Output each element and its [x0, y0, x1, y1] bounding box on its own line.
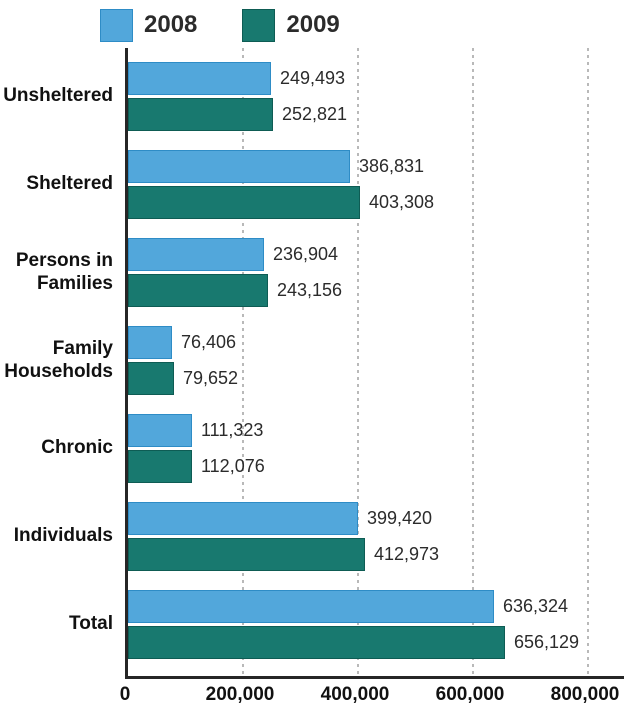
chart-legend: 2008 2009	[100, 7, 340, 43]
value-label-2009-family-households: 79,652	[183, 368, 239, 388]
category-label-persons-in-families: Persons in Families	[15, 250, 113, 294]
x-tick-400000: 400,000	[320, 684, 390, 705]
value-label-2009-total: 656,129	[514, 632, 580, 652]
x-tick-0: 0	[119, 684, 131, 705]
value-label-2009-unsheltered: 252,821	[282, 104, 348, 124]
value-label-2009-persons-in-families: 243,156	[277, 280, 343, 300]
value-label-2008-total: 636,324	[503, 596, 569, 616]
bar-2008-individuals	[128, 502, 358, 535]
legend-label-2009: 2009	[286, 11, 340, 38]
gridline-600000	[472, 48, 474, 676]
category-label-sheltered: Sheltered	[26, 173, 113, 195]
value-label-2008-unsheltered: 249,493	[280, 68, 346, 88]
bar-2009-chronic	[128, 450, 192, 483]
bar-2009-individuals	[128, 538, 365, 571]
value-label-2008-family-households: 76,406	[181, 332, 237, 352]
bar-2008-family-households	[128, 326, 172, 359]
legend-label-2008: 2008	[144, 11, 198, 38]
value-axis: 0 200,000 400,000 600,000 800,000	[0, 684, 624, 708]
bar-2009-total	[128, 626, 505, 659]
legend-swatch-2009	[242, 8, 276, 42]
bar-2009-unsheltered	[128, 98, 273, 131]
bar-2009-sheltered	[128, 186, 360, 219]
bar-2008-sheltered	[128, 150, 350, 183]
plot-area: 249,493 252,821 386,831 403,308 236,904 243,1…	[125, 48, 624, 679]
category-label-unsheltered: Unsheltered	[3, 85, 113, 107]
x-tick-600000: 600,000	[435, 684, 505, 705]
category-label-family-households: Family Households	[4, 338, 113, 382]
value-label-2009-individuals: 412,973	[374, 544, 440, 564]
category-label-chronic: Chronic	[41, 437, 113, 459]
bar-2008-persons-in-families	[128, 238, 264, 271]
value-label-2009-sheltered: 403,308	[369, 192, 435, 212]
value-label-2008-sheltered: 386,831	[359, 156, 425, 176]
x-tick-800000: 800,000	[550, 684, 620, 705]
bar-2008-total	[128, 590, 494, 623]
bar-2009-family-households	[128, 362, 174, 395]
value-label-2008-persons-in-families: 236,904	[273, 244, 339, 264]
value-label-2008-individuals: 399,420	[367, 508, 433, 528]
value-label-2008-chronic: 111,323	[201, 420, 264, 440]
gridline-200000	[242, 48, 244, 676]
value-label-2009-chronic: 112,076	[201, 456, 265, 476]
gridline-800000	[587, 48, 589, 676]
bar-2008-unsheltered	[128, 62, 271, 95]
legend-swatch-2008	[100, 8, 133, 42]
gridline-400000	[357, 48, 359, 676]
bar-2009-persons-in-families	[128, 274, 268, 307]
x-tick-200000: 200,000	[205, 684, 275, 705]
category-label-total: Total	[69, 613, 113, 635]
category-label-individuals: Individuals	[13, 525, 113, 547]
bar-2008-chronic	[128, 414, 192, 447]
